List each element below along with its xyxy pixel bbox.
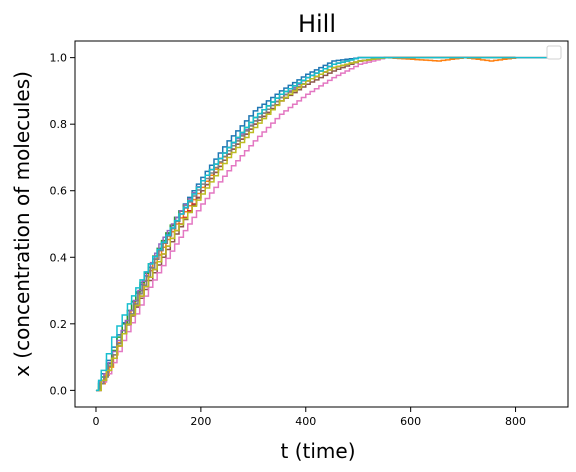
series-line-9 <box>95 56 516 392</box>
series-line-7 <box>95 56 516 392</box>
series-layer <box>95 56 548 392</box>
plot-area: 0 200 400 600 800 0.0 0.2 0.4 0.6 0.8 1.0 <box>50 40 569 428</box>
y-tick-label-3: 0.6 <box>50 185 68 198</box>
legend-box <box>546 45 562 60</box>
plot-frame <box>74 40 569 408</box>
x-axis-label: t (time) <box>281 439 356 463</box>
y-axis-ticks: 0.0 0.2 0.4 0.6 0.8 1.0 <box>50 52 75 397</box>
x-tick-label-4: 800 <box>505 415 526 428</box>
chart-title: Hill <box>298 10 336 38</box>
x-axis-ticks: 0 200 400 600 800 <box>92 407 526 428</box>
series-line-4 <box>95 56 548 392</box>
y-axis-label: x (concentration of molecules) <box>10 71 34 377</box>
y-tick-label-2: 0.4 <box>50 251 68 264</box>
y-tick-label-1: 0.2 <box>50 318 68 331</box>
series-line-8 <box>95 56 516 392</box>
x-tick-label-2: 400 <box>295 415 316 428</box>
series-line-10 <box>95 56 548 392</box>
series-line-2 <box>95 56 517 392</box>
series-line-5 <box>95 56 516 392</box>
series-line-3 <box>95 56 516 392</box>
y-tick-label-5: 1.0 <box>50 52 68 65</box>
y-tick-label-0: 0.0 <box>50 384 68 397</box>
x-tick-label-3: 600 <box>400 415 421 428</box>
x-tick-label-0: 0 <box>92 415 99 428</box>
y-tick-label-4: 0.8 <box>50 118 68 131</box>
series-line-1 <box>95 56 516 392</box>
x-tick-label-1: 200 <box>190 415 211 428</box>
series-line-6 <box>95 56 516 392</box>
